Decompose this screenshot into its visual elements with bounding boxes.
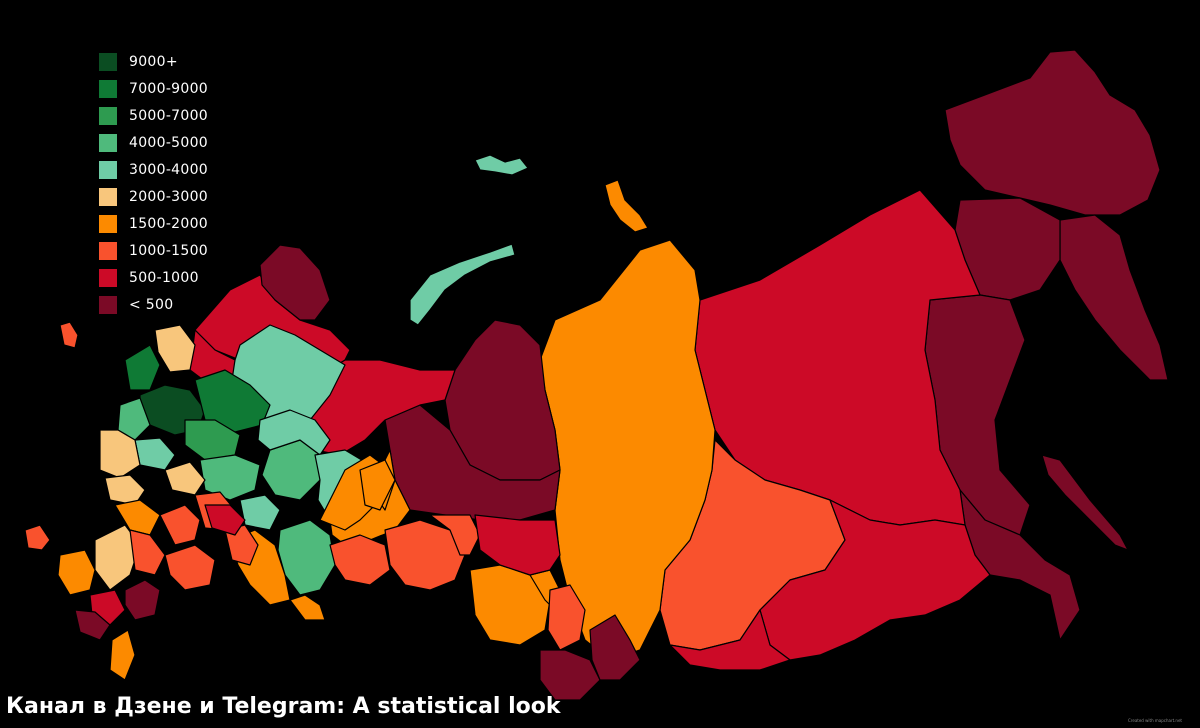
region-kaluga xyxy=(134,437,176,471)
region-franz-josef xyxy=(474,154,529,176)
region-orenburg xyxy=(289,594,326,621)
region-kursk xyxy=(104,474,146,506)
region-murmansk xyxy=(259,244,331,321)
legend-swatch xyxy=(99,187,117,206)
legend-item: 1000-1500 xyxy=(99,237,208,264)
legend-swatch xyxy=(99,268,117,287)
region-kalmykia xyxy=(204,504,246,536)
region-crimea xyxy=(24,524,51,551)
legend-swatch xyxy=(99,106,117,125)
region-vladimir xyxy=(199,454,261,501)
legend-swatch xyxy=(99,52,117,71)
region-altai-rep xyxy=(539,649,601,701)
legend-swatch xyxy=(99,295,117,314)
region-severnaya-zemlya xyxy=(604,179,649,233)
region-bryansk xyxy=(99,429,141,479)
region-kaliningrad xyxy=(59,321,79,349)
legend-label: 3000-4000 xyxy=(129,161,209,178)
region-tuva xyxy=(589,614,641,681)
credit-text: Created with mapchart.net xyxy=(1128,718,1182,723)
region-bashkortostan xyxy=(277,519,336,596)
legend-item: 5000-7000 xyxy=(99,102,208,129)
legend-item: 1500-2000 xyxy=(99,210,208,237)
legend-label: 9000+ xyxy=(129,53,178,70)
legend-item: 9000+ xyxy=(99,48,208,75)
region-dagestan xyxy=(109,629,136,681)
legend-swatch xyxy=(99,79,117,98)
region-buryatia xyxy=(669,609,791,671)
region-omsk xyxy=(384,519,466,591)
legend-label: 1000-1500 xyxy=(129,242,209,259)
region-omsk-north xyxy=(359,459,396,511)
region-voronezh xyxy=(114,499,161,536)
region-ingushetia xyxy=(74,609,111,641)
legend-item: 3000-4000 xyxy=(99,156,208,183)
legend-swatch xyxy=(99,214,117,233)
legend-item: 2000-3000 xyxy=(99,183,208,210)
legend-label: 1500-2000 xyxy=(129,215,209,232)
region-pskov xyxy=(154,324,196,373)
legend-swatch xyxy=(99,241,117,260)
region-krasnodar xyxy=(57,549,96,596)
map-legend: 9000+ 7000-9000 5000-7000 4000-5000 3000… xyxy=(99,48,208,318)
region-belgorod xyxy=(129,529,166,576)
legend-item: < 500 xyxy=(99,291,208,318)
region-tomsk-south xyxy=(429,514,481,556)
region-novaya-zemlya xyxy=(409,243,516,326)
legend-swatch xyxy=(99,160,117,179)
legend-label: < 500 xyxy=(129,296,174,313)
legend-item: 500-1000 xyxy=(99,264,208,291)
legend-label: 2000-3000 xyxy=(129,188,209,205)
legend-label: 500-1000 xyxy=(129,269,199,286)
legend-label: 4000-5000 xyxy=(129,134,209,151)
region-kurgan xyxy=(329,534,391,586)
region-tambov xyxy=(159,504,201,546)
region-sakhalin xyxy=(1041,454,1129,551)
region-smolensk xyxy=(117,397,151,441)
region-volgograd xyxy=(164,544,216,591)
region-tver xyxy=(124,344,161,391)
region-chukotka xyxy=(944,49,1161,216)
legend-item: 4000-5000 xyxy=(99,129,208,156)
region-kamchatka xyxy=(1059,214,1169,381)
region-tatarstan xyxy=(239,494,281,531)
region-chechnya xyxy=(124,579,161,621)
region-ryazan xyxy=(164,461,206,496)
region-altai-krai xyxy=(474,514,561,576)
map-caption: Канал в Дзене и Telegram: A statistical … xyxy=(6,694,561,719)
legend-item: 7000-9000 xyxy=(99,75,208,102)
legend-swatch xyxy=(99,133,117,152)
legend-label: 5000-7000 xyxy=(129,107,209,124)
legend-label: 7000-9000 xyxy=(129,80,209,97)
region-zabaikalsky xyxy=(759,499,991,661)
region-kemerovo xyxy=(547,584,586,651)
